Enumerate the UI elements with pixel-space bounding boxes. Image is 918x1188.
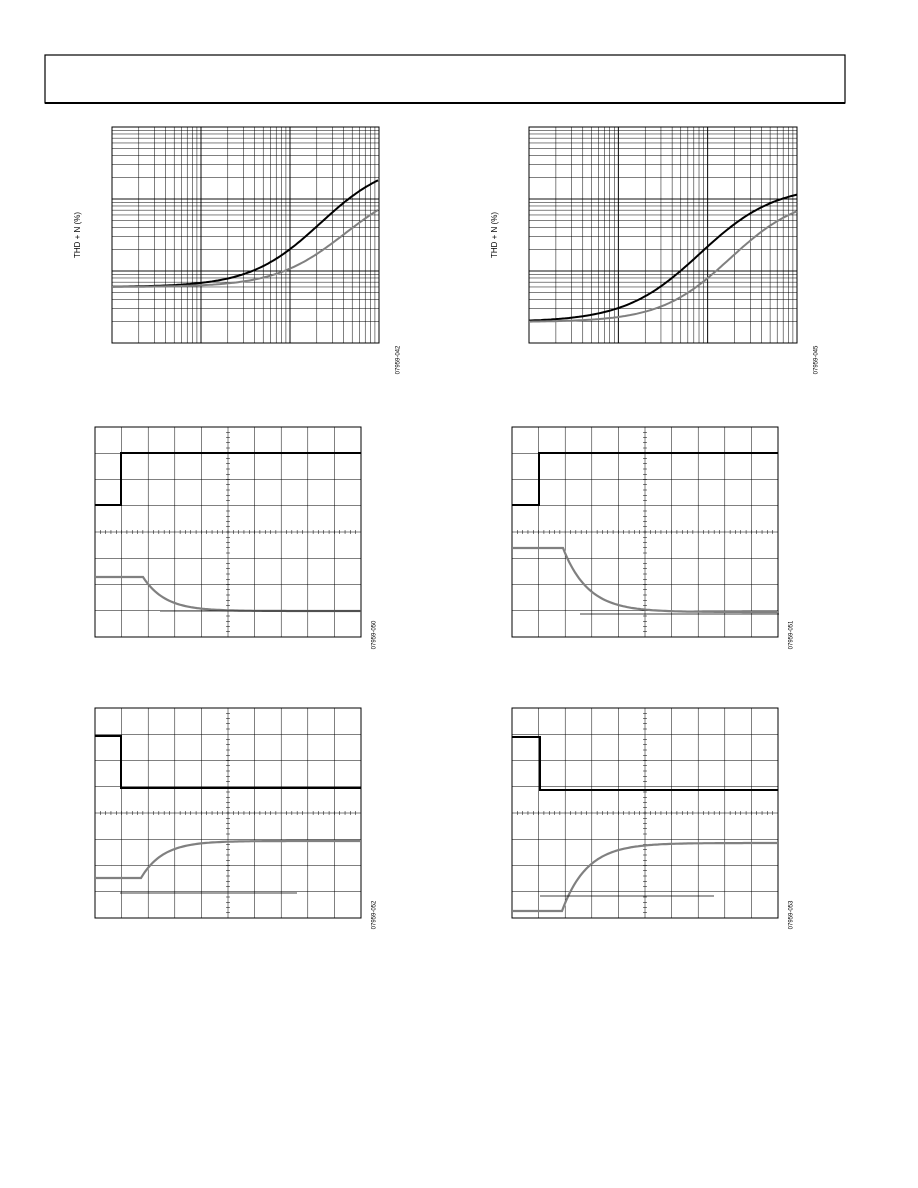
header-box	[44, 54, 846, 104]
y-axis-label: THD + N (%)	[490, 212, 499, 258]
figure-id: 07959-051	[789, 620, 795, 649]
figure-id: 07959-042	[396, 345, 402, 374]
figure-id: 07959-053	[789, 900, 795, 929]
output-response	[512, 841, 778, 913]
figure-id: 07959-045	[814, 345, 820, 374]
figure-id: 07959-052	[372, 900, 378, 929]
input-step	[512, 736, 778, 791]
output-response	[512, 546, 777, 614]
plot-frame	[111, 126, 380, 344]
thd-curve	[528, 193, 798, 322]
input-step	[95, 735, 361, 789]
thd-curve	[529, 210, 798, 323]
input-step	[512, 452, 778, 506]
input-step	[95, 452, 361, 506]
output-response	[95, 839, 361, 880]
thd-curve	[112, 209, 379, 288]
y-axis-label: THD + N (%)	[73, 212, 82, 258]
figure-id: 07959-050	[372, 620, 378, 649]
